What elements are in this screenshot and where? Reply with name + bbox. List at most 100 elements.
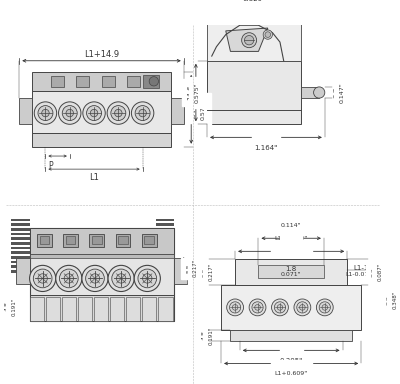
- Bar: [30, 295, 174, 321]
- Bar: [230, 330, 352, 341]
- Bar: [11, 237, 30, 240]
- Text: L1+0.609": L1+0.609": [274, 371, 308, 376]
- Circle shape: [316, 299, 333, 316]
- Circle shape: [272, 299, 288, 316]
- Bar: [127, 76, 140, 87]
- Text: 0.575": 0.575": [200, 99, 206, 120]
- Text: 0.217": 0.217": [209, 263, 214, 281]
- Bar: [156, 270, 174, 273]
- Bar: [11, 265, 30, 268]
- Text: 8.4: 8.4: [248, 0, 260, 8]
- Bar: [11, 270, 30, 273]
- Circle shape: [90, 109, 98, 117]
- Bar: [156, 223, 174, 226]
- Circle shape: [274, 302, 286, 313]
- Bar: [156, 237, 174, 240]
- Bar: [156, 261, 174, 263]
- Bar: [30, 228, 174, 254]
- Bar: [142, 233, 157, 247]
- Bar: [46, 297, 60, 321]
- Bar: [126, 297, 140, 321]
- Bar: [37, 233, 52, 247]
- Bar: [11, 247, 30, 250]
- Circle shape: [300, 305, 305, 310]
- Circle shape: [149, 77, 158, 86]
- Circle shape: [114, 109, 122, 117]
- Circle shape: [90, 274, 100, 283]
- Bar: [102, 76, 114, 87]
- Text: 0.087": 0.087": [378, 263, 383, 281]
- Circle shape: [107, 102, 130, 124]
- Text: 0.575": 0.575": [195, 82, 200, 103]
- Text: L1-0.075": L1-0.075": [345, 272, 375, 277]
- Bar: [11, 242, 30, 245]
- Bar: [40, 237, 49, 244]
- Bar: [300, 87, 319, 98]
- Bar: [156, 247, 174, 250]
- Bar: [11, 252, 30, 254]
- Circle shape: [242, 33, 256, 48]
- Bar: [110, 297, 124, 321]
- Bar: [156, 252, 174, 254]
- Circle shape: [33, 269, 52, 288]
- Bar: [118, 237, 128, 244]
- Bar: [89, 233, 104, 247]
- Bar: [32, 91, 171, 133]
- Text: 0.329": 0.329": [242, 0, 266, 2]
- Text: 14.6: 14.6: [187, 85, 193, 100]
- Circle shape: [227, 299, 244, 316]
- Circle shape: [86, 106, 102, 121]
- Text: 2.9: 2.9: [286, 228, 297, 235]
- Bar: [30, 228, 174, 321]
- Text: 0.147": 0.147": [340, 82, 345, 103]
- Text: L1: L1: [89, 173, 99, 182]
- Circle shape: [83, 102, 105, 124]
- Text: 5.5: 5.5: [186, 263, 192, 273]
- Bar: [62, 297, 76, 321]
- Circle shape: [319, 302, 330, 313]
- Bar: [32, 133, 171, 147]
- Circle shape: [230, 302, 241, 313]
- Circle shape: [111, 106, 126, 121]
- Text: 1.164": 1.164": [254, 145, 278, 151]
- Circle shape: [138, 269, 157, 288]
- Text: 0.191": 0.191": [12, 297, 16, 316]
- Polygon shape: [226, 28, 268, 51]
- Bar: [144, 237, 154, 244]
- Bar: [19, 98, 32, 124]
- Circle shape: [135, 106, 150, 121]
- Bar: [156, 233, 174, 235]
- Text: L1+12.8: L1+12.8: [276, 242, 306, 248]
- Circle shape: [294, 299, 311, 316]
- Circle shape: [66, 109, 74, 117]
- Text: 8.8: 8.8: [386, 295, 392, 305]
- Bar: [156, 265, 174, 268]
- Bar: [11, 223, 30, 226]
- Circle shape: [252, 302, 263, 313]
- Bar: [92, 237, 102, 244]
- Text: 0.217": 0.217": [193, 259, 198, 277]
- Bar: [142, 297, 156, 321]
- Bar: [207, 61, 300, 124]
- Text: L1-1.9: L1-1.9: [353, 265, 375, 271]
- Circle shape: [314, 87, 325, 98]
- Bar: [221, 285, 361, 330]
- Bar: [11, 233, 30, 235]
- Circle shape: [277, 305, 283, 310]
- Text: 14.6: 14.6: [194, 101, 200, 117]
- Circle shape: [30, 265, 56, 291]
- Bar: [76, 76, 89, 87]
- Circle shape: [60, 269, 78, 288]
- Bar: [30, 297, 44, 321]
- Bar: [51, 76, 64, 87]
- Bar: [16, 258, 30, 284]
- Circle shape: [58, 102, 81, 124]
- Bar: [11, 228, 30, 231]
- Bar: [63, 233, 78, 247]
- Bar: [156, 242, 174, 245]
- Text: 0.191": 0.191": [209, 326, 214, 344]
- Circle shape: [265, 32, 271, 37]
- Circle shape: [86, 269, 104, 288]
- Bar: [78, 297, 92, 321]
- Text: L1+0.502": L1+0.502": [274, 236, 308, 241]
